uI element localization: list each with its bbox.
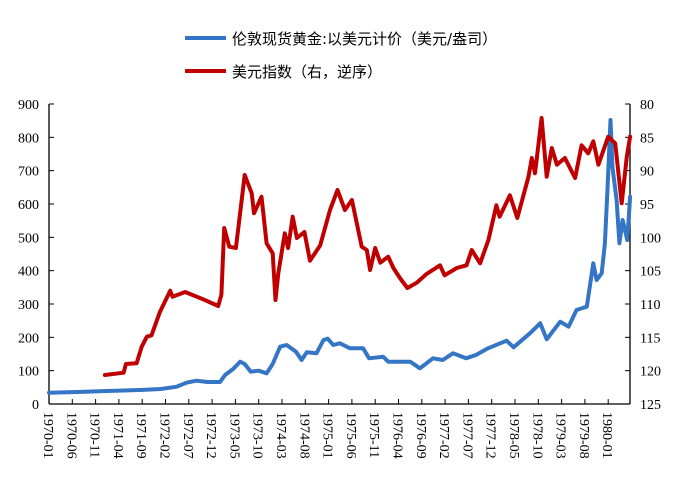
x-axis-tick-label: 1973-10 [250,412,265,459]
x-axis-tick-label: 1979-08 [576,412,591,459]
right-axis-tick-label: 105 [640,265,661,280]
right-axis-tick-label: 90 [640,165,654,180]
right-axis-tick-label: 125 [640,398,661,413]
x-axis-tick-label: 1976-09 [413,412,428,459]
x-axis-tick-label: 1976-04 [390,412,405,459]
left-axis-tick-label: 400 [18,265,39,280]
x-axis-tick-label: 1979-03 [553,412,568,459]
left-axis-tick-label: 300 [18,298,39,313]
axes: 0 100 200 300 400 500 600 700 800 900 80 85 90 95 100 1… [18,98,661,459]
x-axis-tick-label: 1973-05 [226,412,241,459]
legend-label-usd-index: 美元指数（右，逆序） [232,63,382,81]
left-axis-tick-label: 200 [18,331,39,346]
left-axis-tick-label: 800 [18,131,39,146]
x-axis-tick-label: 1980-01 [599,412,614,459]
left-axis-tick-label: 100 [18,365,39,380]
legend-label-gold: 伦敦现货黄金:以美元计价（美元/盎司） [232,30,497,48]
left-axis-tick-label: 600 [18,198,39,213]
x-axis-tick-label: 1971-09 [133,412,148,459]
right-axis-tick-label: 120 [640,365,661,380]
x-axis-tick-label: 1970-06 [63,412,78,459]
right-axis-tick-label: 85 [640,131,654,146]
x-axis-tick-label: 1974-03 [273,412,288,459]
right-axis-tick-label: 95 [640,198,654,213]
series-line-gold-price [47,118,633,395]
right-axis-tick-label: 110 [640,298,660,313]
right-axis-tick-label: 80 [640,98,654,113]
left-axis-tick-label: 0 [32,398,39,413]
x-axis-tick-label: 1974-08 [296,412,311,459]
x-axis-tick-label: 1977-02 [436,412,451,459]
x-axis-tick-label: 1972-12 [203,412,218,459]
left-axis-tick-label: 700 [18,165,39,180]
x-axis-tick-label: 1971-04 [110,412,125,459]
right-axis-tick-label: 100 [640,231,661,246]
x-axis-tick-label: 1972-02 [157,412,172,459]
left-axis-tick-label: 900 [18,98,39,113]
x-axis-tick-label: 1970-11 [87,412,102,458]
x-axis-tick-label: 1975-01 [320,412,335,459]
x-axis-tick-label: 1977-12 [483,412,498,459]
x-axis-tick-label: 1972-07 [180,412,195,459]
legend: 伦敦现货黄金:以美元计价（美元/盎司） 美元指数（右，逆序） [185,30,497,81]
x-axis-tick-label: 1978-05 [506,412,521,459]
x-axis-tick-label: 1975-11 [366,412,381,458]
series-line-usd-index [102,116,633,377]
series-group [47,116,633,395]
right-axis-tick-label: 115 [640,331,660,346]
left-axis-tick-label: 500 [18,231,39,246]
x-axis-tick-label: 1975-06 [343,412,358,459]
x-axis-tick-label: 1970-01 [40,412,55,459]
x-axis-tick-label: 1978-10 [529,412,544,459]
x-axis-tick-label: 1977-07 [459,412,474,459]
